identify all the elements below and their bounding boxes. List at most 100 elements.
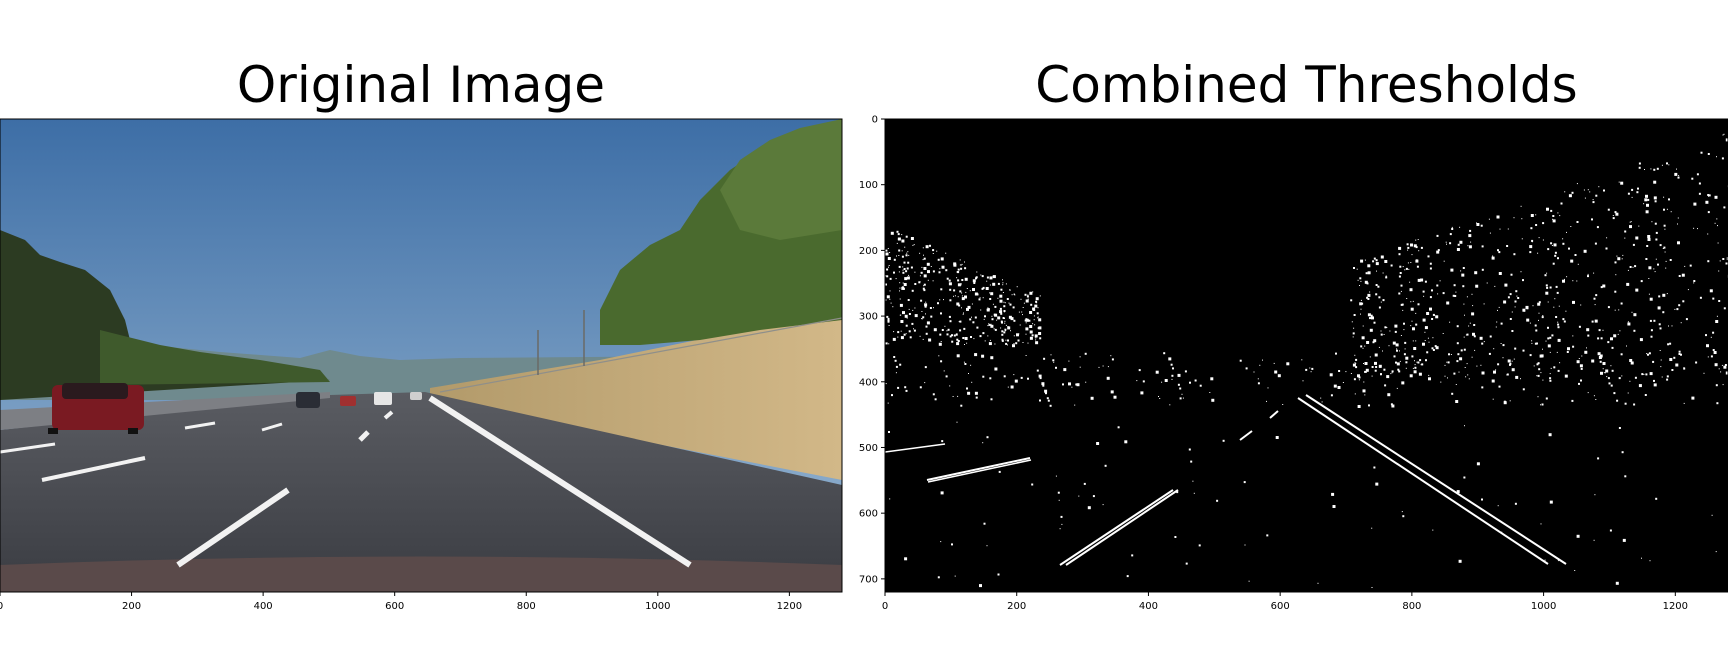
edge-pixel	[1454, 295, 1457, 297]
edge-pixel	[1699, 296, 1702, 299]
edge-pixel	[1140, 391, 1144, 395]
edge-pixel	[1087, 506, 1091, 510]
edge-pixel	[1033, 319, 1035, 321]
edge-pixel	[999, 310, 1003, 314]
edge-pixel	[1367, 293, 1371, 297]
edge-pixel	[1402, 309, 1404, 311]
edge-pixel	[1696, 173, 1699, 176]
edge-pixel	[1360, 259, 1364, 263]
edge-pixel	[1606, 237, 1608, 239]
edge-pixel	[1029, 336, 1033, 340]
edge-pixel	[1085, 381, 1087, 383]
edge-pixel	[1321, 401, 1323, 403]
edge-pixel	[1572, 280, 1574, 282]
edge-pixel	[1684, 265, 1686, 267]
edge-pixel	[1614, 290, 1617, 293]
edge-pixel	[1712, 297, 1715, 300]
edge-pixel	[1598, 186, 1600, 188]
edge-pixel	[1538, 319, 1539, 321]
edge-pixel	[1671, 325, 1673, 327]
edge-pixel	[1593, 395, 1595, 397]
edge-pixel	[1605, 369, 1609, 373]
edge-pixel	[1498, 385, 1501, 388]
edge-pixel	[908, 274, 910, 276]
edge-pixel	[1663, 246, 1666, 249]
edge-pixel	[953, 295, 954, 297]
edge-pixel	[930, 266, 932, 267]
edge-pixel	[1275, 436, 1279, 439]
edge-pixel	[989, 284, 991, 286]
edge-pixel	[897, 386, 900, 389]
edge-pixel	[1005, 283, 1007, 285]
edge-pixel	[1633, 329, 1636, 332]
edge-pixel	[895, 278, 897, 280]
edge-pixel	[1486, 282, 1488, 284]
edge-pixel	[1693, 280, 1696, 282]
edge-pixel	[1577, 263, 1579, 265]
edge-pixel	[1511, 368, 1515, 372]
edge-pixel	[1557, 560, 1559, 562]
edge-pixel	[902, 311, 905, 315]
edge-pixel	[1562, 242, 1565, 245]
edge-pixel	[1013, 294, 1015, 295]
edge-pixel	[1286, 362, 1290, 366]
edge-pixel	[1418, 250, 1420, 252]
edge-pixel	[932, 249, 935, 252]
edge-pixel	[978, 298, 981, 301]
edge-pixel	[1041, 382, 1045, 386]
edge-pixel	[1050, 354, 1052, 356]
edge-pixel	[957, 296, 959, 298]
edge-pixel	[1456, 342, 1459, 345]
edge-pixel	[1415, 340, 1417, 342]
edge-pixel	[1562, 318, 1565, 321]
edge-pixel	[1586, 347, 1587, 349]
edge-pixel	[1142, 380, 1145, 383]
edge-pixel	[1332, 505, 1336, 508]
edge-pixel	[1509, 400, 1511, 402]
x-tick-label: 800	[517, 601, 536, 612]
edge-pixel	[1061, 523, 1063, 525]
edge-pixel	[969, 290, 971, 292]
edge-pixel	[1401, 511, 1403, 513]
edge-pixel	[1576, 183, 1578, 185]
edge-pixel	[1537, 362, 1540, 365]
edge-pixel	[1185, 562, 1188, 565]
edge-pixel	[1495, 369, 1497, 371]
edge-pixel	[1523, 310, 1525, 312]
edge-pixel	[1365, 368, 1369, 372]
edge-pixel	[1656, 167, 1659, 170]
edge-pixel	[1090, 396, 1094, 400]
edge-pixel	[1600, 337, 1603, 340]
edge-pixel	[1506, 373, 1509, 376]
edge-pixel	[1540, 404, 1541, 406]
edge-pixel	[1677, 241, 1680, 245]
edge-pixel	[938, 342, 942, 346]
edge-pixel	[1437, 249, 1440, 252]
edge-pixel	[1706, 344, 1709, 348]
edge-pixel	[1638, 225, 1640, 227]
edge-pixel	[957, 395, 959, 397]
edge-pixel	[1468, 234, 1472, 238]
edge-pixel	[924, 306, 926, 308]
edge-pixel	[959, 329, 962, 332]
edge-pixel	[1496, 321, 1498, 323]
edge-pixel	[1417, 278, 1421, 282]
edge-pixel	[899, 287, 901, 289]
x-axis-right: 0 200 400 600 800 1000 1200	[882, 592, 1688, 612]
edge-pixel	[1714, 222, 1716, 224]
edge-pixel	[1038, 326, 1042, 330]
edge-pixel	[1373, 257, 1376, 260]
edge-pixel	[954, 575, 956, 577]
edge-pixel	[1442, 333, 1444, 334]
edge-pixel	[1449, 242, 1452, 245]
edge-pixel	[1571, 399, 1574, 402]
edge-pixel	[1645, 210, 1649, 214]
edge-pixel	[893, 258, 896, 261]
edge-pixel	[1435, 346, 1439, 350]
edge-pixel	[1367, 264, 1371, 268]
edge-pixel	[1509, 318, 1512, 320]
edge-pixel	[1412, 327, 1415, 331]
edge-pixel	[997, 282, 1000, 285]
edge-pixel	[993, 328, 995, 330]
edge-pixel	[1155, 370, 1159, 374]
